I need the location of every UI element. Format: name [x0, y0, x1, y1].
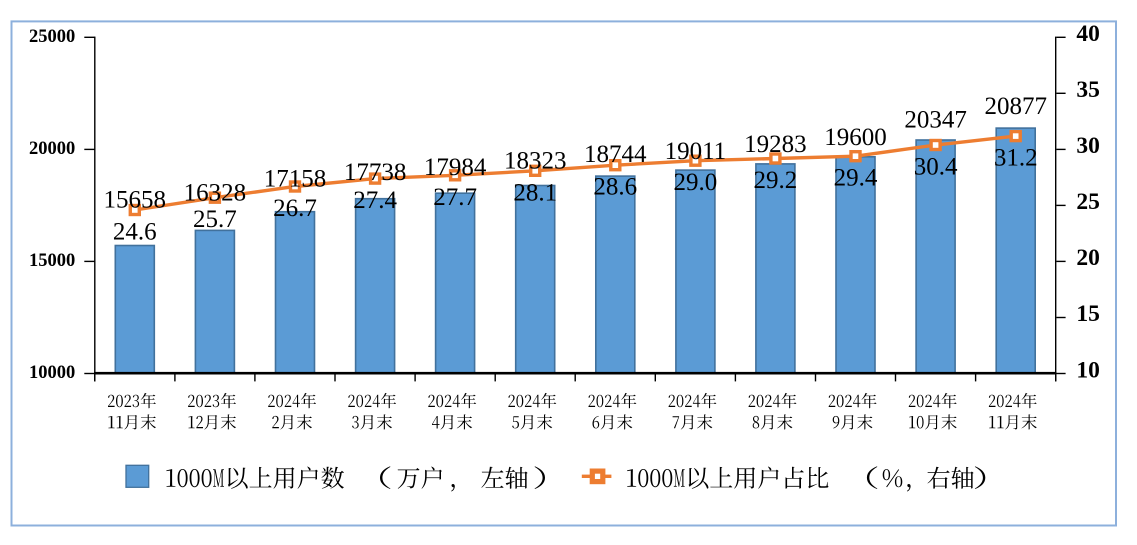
svg-text:27.7: 27.7: [433, 184, 477, 211]
svg-text:20: 20: [1076, 245, 1100, 271]
svg-text:26.7: 26.7: [273, 195, 317, 222]
svg-text:19600: 19600: [824, 124, 887, 151]
svg-text:10: 10: [1076, 357, 1100, 383]
svg-text:10000: 10000: [29, 363, 75, 383]
svg-text:25.7: 25.7: [193, 206, 237, 233]
svg-text:29.0: 29.0: [674, 169, 718, 196]
svg-text:30.4: 30.4: [914, 154, 958, 181]
svg-text:17738: 17738: [344, 159, 407, 186]
svg-text:40: 40: [1076, 21, 1100, 47]
svg-text:17984: 17984: [424, 154, 487, 181]
svg-text:27.4: 27.4: [353, 187, 397, 214]
svg-text:17158: 17158: [264, 165, 327, 192]
svg-text:15: 15: [1076, 301, 1100, 327]
svg-text:24.6: 24.6: [113, 219, 157, 246]
svg-text:18744: 18744: [584, 141, 647, 168]
svg-text:19011: 19011: [665, 138, 727, 165]
svg-text:31.2: 31.2: [994, 145, 1038, 172]
svg-text:20877: 20877: [984, 93, 1047, 120]
svg-text:29.4: 29.4: [834, 165, 878, 192]
svg-text:16328: 16328: [184, 179, 247, 206]
svg-text:30: 30: [1076, 133, 1100, 159]
svg-text:20347: 20347: [904, 106, 967, 133]
svg-text:15658: 15658: [104, 186, 167, 213]
svg-text:29.2: 29.2: [754, 167, 798, 194]
svg-text:28.6: 28.6: [593, 174, 637, 201]
svg-text:35: 35: [1076, 77, 1100, 103]
svg-text:15000: 15000: [29, 251, 75, 271]
svg-text:19283: 19283: [744, 131, 807, 158]
svg-text:20000: 20000: [29, 139, 75, 159]
svg-text:25: 25: [1076, 189, 1100, 215]
svg-text:28.1: 28.1: [513, 179, 557, 206]
svg-text:25000: 25000: [29, 27, 75, 47]
svg-text:18323: 18323: [504, 147, 567, 174]
